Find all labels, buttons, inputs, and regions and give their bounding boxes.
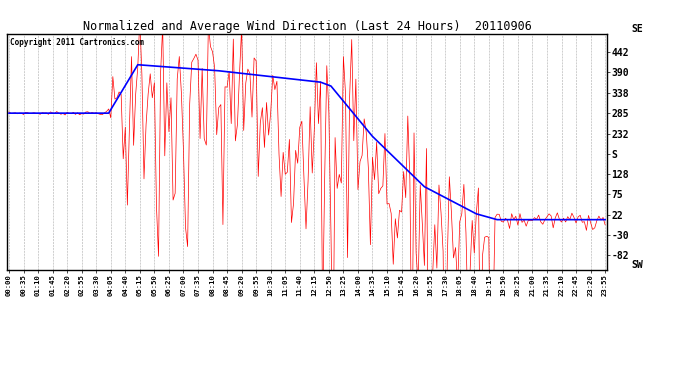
Title: Normalized and Average Wind Direction (Last 24 Hours)  20110906: Normalized and Average Wind Direction (L… [83, 20, 531, 33]
Text: SE: SE [631, 24, 643, 34]
Text: Copyright 2011 Cartronics.com: Copyright 2011 Cartronics.com [10, 39, 144, 48]
Text: SW: SW [631, 260, 643, 270]
